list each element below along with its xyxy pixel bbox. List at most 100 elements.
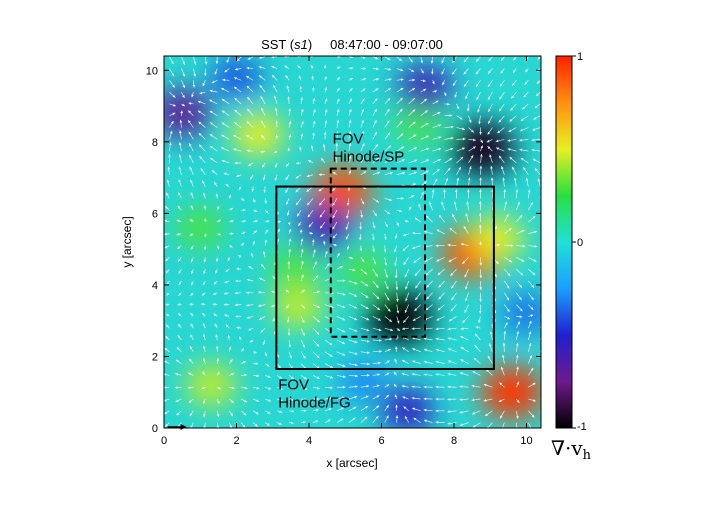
velocity-vector — [336, 265, 343, 270]
velocity-vector — [459, 385, 469, 388]
velocity-vector — [215, 193, 219, 199]
velocity-vector — [312, 327, 320, 335]
velocity-vector — [498, 398, 505, 403]
velocity-vector — [348, 363, 358, 367]
velocity-vector — [460, 346, 469, 353]
velocity-vector — [360, 316, 370, 321]
velocity-vector — [479, 241, 482, 246]
velocity-vector — [348, 130, 352, 140]
velocity-vector — [176, 219, 182, 223]
velocity-vector — [169, 56, 174, 65]
velocity-vector — [516, 422, 518, 428]
velocity-vector — [217, 386, 221, 390]
velocity-vector — [299, 229, 303, 234]
velocity-vector — [465, 213, 469, 223]
velocity-vector — [460, 335, 469, 341]
velocity-vector — [164, 360, 170, 364]
velocity-vector — [500, 56, 505, 61]
velocity-vector — [487, 355, 493, 364]
velocity-vector — [468, 138, 476, 142]
velocity-vector — [499, 91, 505, 100]
velocity-vector — [348, 316, 358, 321]
velocity-vector — [265, 220, 270, 223]
velocity-vector — [420, 88, 427, 93]
velocity-vector — [312, 420, 319, 423]
velocity-vector — [168, 142, 172, 152]
velocity-vector — [498, 115, 505, 123]
velocity-vector — [479, 269, 483, 279]
velocity-vector — [228, 194, 231, 199]
velocity-vector — [246, 278, 254, 282]
velocity-vector — [519, 127, 529, 132]
velocity-vector — [348, 406, 357, 412]
velocity-vector — [411, 385, 421, 389]
velocity-vector — [372, 171, 381, 176]
velocity-vector — [396, 87, 404, 93]
velocity-vector — [423, 419, 433, 423]
velocity-vector — [217, 232, 222, 236]
velocity-vector — [483, 383, 493, 388]
velocity-vector — [512, 68, 517, 74]
velocity-vector — [201, 386, 206, 390]
velocity-vector — [516, 292, 522, 301]
velocity-vector — [447, 422, 457, 425]
velocity-vector — [428, 201, 433, 211]
velocity-vector — [312, 290, 320, 294]
velocity-vector — [490, 177, 494, 187]
velocity-vector — [444, 125, 454, 129]
velocity-vector — [451, 68, 457, 75]
velocity-vector — [444, 114, 453, 117]
velocity-vector — [190, 257, 194, 263]
velocity-vector — [528, 314, 534, 318]
colorbar-ticks: 1 0 -1 — [572, 51, 587, 433]
velocity-vector — [447, 385, 457, 389]
velocity-vector — [502, 177, 505, 187]
velocity-vector — [203, 257, 207, 263]
fov-regions — [275, 167, 495, 370]
velocity-vector — [258, 304, 266, 307]
velocity-vector — [443, 189, 446, 199]
velocity-vector — [447, 348, 457, 353]
velocity-vector — [216, 205, 220, 211]
velocity-vector — [189, 166, 194, 175]
velocity-vector — [503, 331, 507, 341]
velocity-vector — [246, 303, 254, 307]
velocity-vector — [201, 303, 206, 306]
velocity-vector — [540, 386, 541, 388]
velocity-vector — [394, 233, 398, 239]
colorbar: 1 0 -1 ∇·vh — [551, 51, 592, 463]
velocity-vector — [308, 221, 314, 228]
velocity-vector — [402, 233, 409, 237]
velocity-vector — [276, 410, 283, 414]
velocity-vector — [414, 304, 421, 312]
velocity-vector — [404, 269, 410, 278]
velocity-vector — [384, 209, 391, 215]
velocity-vector — [415, 280, 421, 289]
velocity-vector — [223, 291, 230, 295]
velocity-vector — [296, 209, 302, 217]
velocity-vector — [233, 148, 242, 152]
velocity-vector — [479, 189, 482, 199]
velocity-vector — [264, 410, 271, 414]
velocity-vector — [509, 156, 517, 164]
velocity-vector — [372, 339, 382, 342]
velocity-vector — [247, 108, 254, 116]
velocity-vector — [460, 327, 469, 331]
velocity-vector — [312, 339, 320, 347]
velocity-vector — [258, 75, 266, 81]
velocity-vector — [372, 257, 377, 265]
velocity-vector — [504, 257, 513, 263]
velocity-vector — [345, 233, 350, 240]
velocity-vector — [202, 323, 206, 329]
velocity-vector — [202, 371, 206, 376]
velocity-vector — [520, 115, 529, 122]
velocity-vector — [522, 167, 529, 175]
velocity-vector — [336, 316, 346, 321]
velocity-vector — [360, 405, 369, 412]
velocity-vector — [190, 179, 194, 187]
velocity-vector — [190, 312, 194, 317]
velocity-vector — [234, 303, 242, 307]
velocity-vector — [247, 162, 254, 167]
velocity-vector — [499, 382, 505, 388]
velocity-vector — [534, 168, 541, 175]
